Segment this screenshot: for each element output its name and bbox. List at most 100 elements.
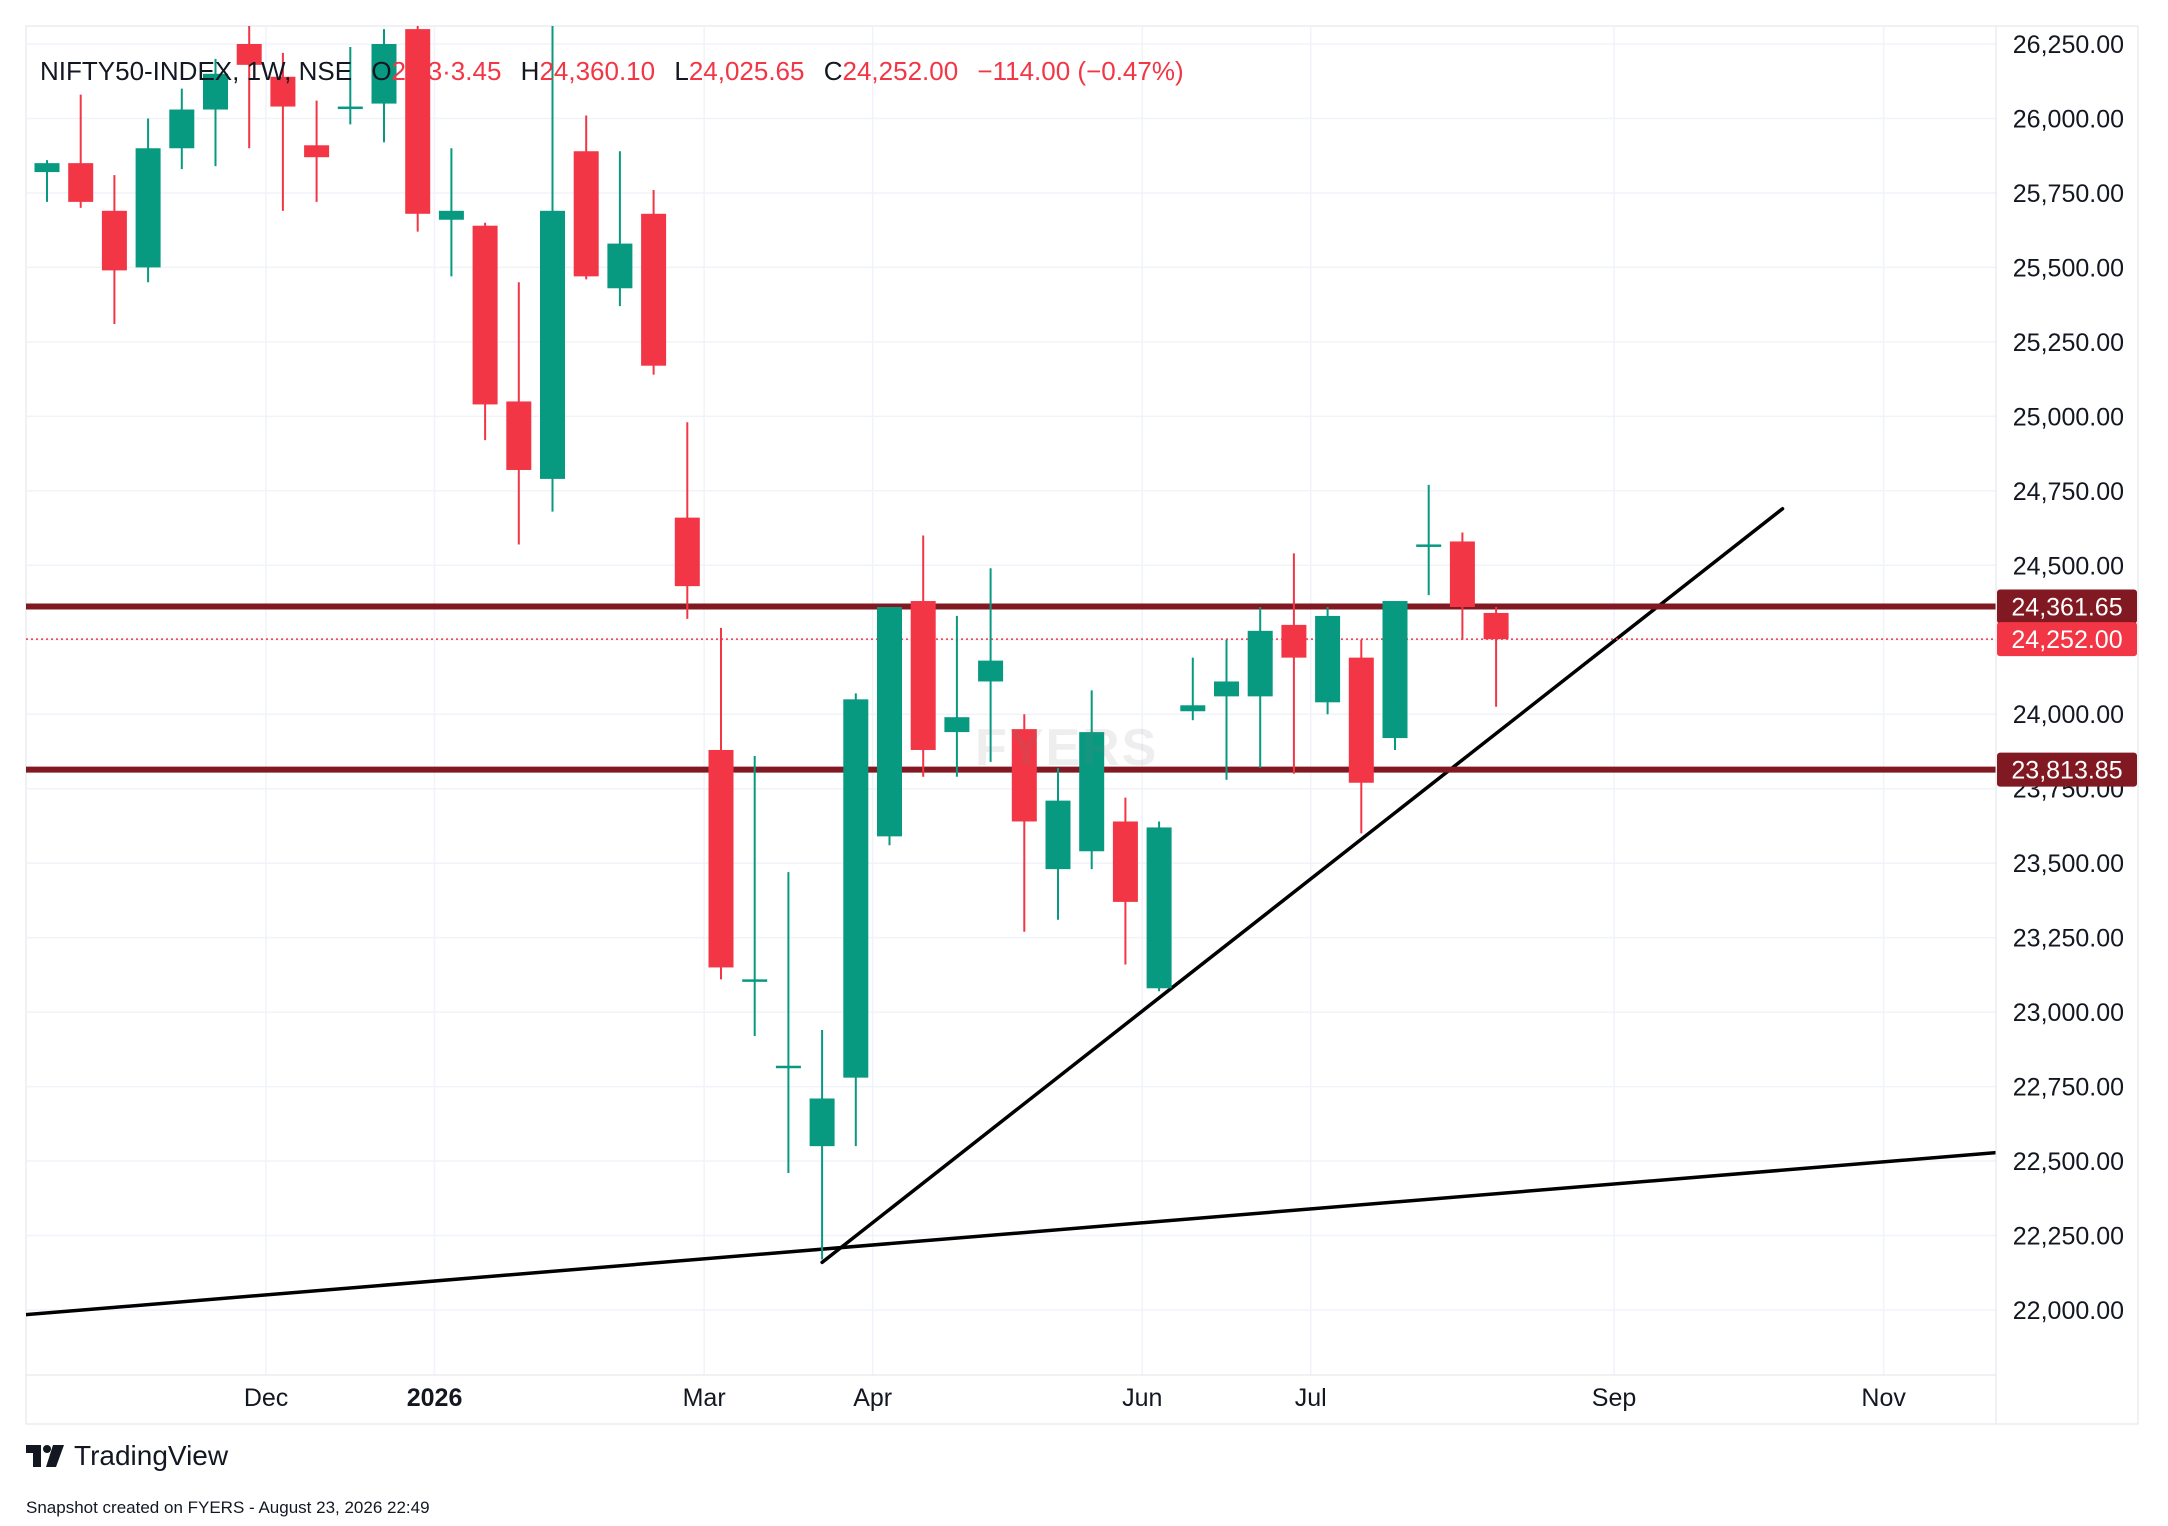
candle-body (270, 76, 296, 107)
candle (337, 46, 363, 125)
candle (641, 189, 667, 375)
x-tick-label: 2026 (407, 1384, 463, 1412)
tradingview-name: TradingView (74, 1440, 229, 1471)
candle-body (1011, 729, 1037, 822)
candle (270, 52, 296, 211)
level-price-label: 24,361.65 (2011, 594, 2122, 622)
x-tick-label: Apr (853, 1384, 892, 1412)
candle-body (1416, 544, 1442, 547)
candle-body (809, 1098, 835, 1147)
y-tick-label: 23,250.00 (2013, 925, 2124, 953)
close-label: C (823, 56, 843, 86)
y-tick-label: 25,000.00 (2013, 403, 2124, 431)
candle (1348, 639, 1374, 834)
fyers-watermark: FYERS (975, 719, 1159, 777)
candle (1449, 532, 1475, 640)
candle-body (68, 163, 94, 202)
candle (1045, 767, 1071, 920)
candle (1180, 657, 1206, 721)
candle (68, 94, 94, 208)
candle-body (1045, 800, 1071, 870)
change-value: −114.00 (−0.47%) (977, 56, 1184, 86)
candle-body (1214, 681, 1239, 697)
candle-body (573, 151, 599, 277)
candle-body (506, 401, 532, 470)
candle (540, 26, 565, 512)
close-value: 24,252.00 (842, 56, 959, 86)
y-tick-label: 25,500.00 (2013, 254, 2124, 282)
high-label: H (520, 56, 540, 86)
candle (135, 118, 161, 283)
candle (573, 115, 599, 280)
candlestick-series (34, 26, 1509, 1260)
candle-body (607, 243, 633, 289)
candle (1247, 606, 1273, 768)
level-price-label: 24,252.00 (2011, 626, 2122, 654)
candle (1281, 553, 1307, 774)
symbol-legend[interactable]: NIFTY50-INDEX, 1W, NSE O24,3·3.45 H24,36… (40, 56, 1184, 87)
candle (1483, 606, 1509, 707)
candle-body (708, 749, 734, 968)
candle-body (236, 44, 262, 65)
candle-body (304, 145, 330, 158)
open-value: 24,3·3.45 (391, 56, 502, 86)
x-tick-label: Sep (1592, 1384, 1636, 1412)
candle-body (1348, 657, 1374, 783)
level-price-tag (1997, 752, 2137, 787)
candle-body (742, 979, 768, 982)
candle (101, 175, 127, 325)
y-tick-label: 22,250.00 (2013, 1223, 2124, 1251)
candle-body (843, 699, 869, 1078)
x-tick-label: Jun (1122, 1384, 1162, 1412)
candle (843, 693, 869, 1147)
symbol-name: NIFTY50-INDEX, 1W, NSE (40, 56, 353, 86)
candle-body (203, 73, 228, 110)
candle (775, 872, 801, 1173)
y-tick-label: 25,750.00 (2013, 180, 2124, 208)
x-tick-label: Jul (1295, 1384, 1327, 1412)
x-tick-label: Mar (683, 1384, 726, 1412)
candle-body (944, 717, 970, 733)
candle (978, 568, 1004, 762)
candle (203, 58, 228, 167)
candle (506, 282, 532, 545)
candle-body (169, 109, 195, 149)
candle (34, 160, 60, 202)
candle-body (371, 44, 397, 104)
candle (708, 627, 734, 980)
candle (1382, 601, 1408, 750)
tradingview-logo-icon (26, 1445, 64, 1467)
candle-body (1247, 630, 1273, 697)
y-tick-label: 24,750.00 (2013, 478, 2124, 506)
candle-body (337, 106, 363, 110)
y-tick-label: 24,000.00 (2013, 701, 2124, 729)
candle (674, 422, 700, 619)
candle (405, 26, 431, 232)
candle-body (405, 29, 431, 214)
x-tick-label: Nov (1861, 1384, 1906, 1412)
candle-body (1483, 612, 1509, 640)
candle (910, 535, 936, 777)
tradingview-brand[interactable]: TradingView (26, 1440, 228, 1472)
trendlines (26, 506, 1996, 1317)
trendline (820, 506, 1785, 1265)
candle (809, 1029, 835, 1260)
y-tick-label: 25,250.00 (2013, 329, 2124, 357)
candle (1214, 639, 1239, 780)
candle-body (775, 1065, 801, 1069)
y-tick-label: 24,500.00 (2013, 552, 2124, 580)
y-tick-label: 22,500.00 (2013, 1148, 2124, 1176)
snapshot-caption: Snapshot created on FYERS - August 23, 2… (26, 1498, 430, 1517)
low-value: 24,025.65 (688, 56, 805, 86)
price-level-labels: 24,361.65 24,252.00 23,813.85 (1997, 589, 2137, 787)
y-tick-label: 23,500.00 (2013, 850, 2124, 878)
candle-body (540, 210, 565, 479)
candle (169, 88, 195, 170)
candle-body (1382, 601, 1408, 739)
candle-body (34, 163, 60, 173)
candle (438, 148, 464, 277)
candle-body (135, 148, 161, 268)
candle-body (674, 517, 700, 587)
candle-body (472, 225, 498, 405)
